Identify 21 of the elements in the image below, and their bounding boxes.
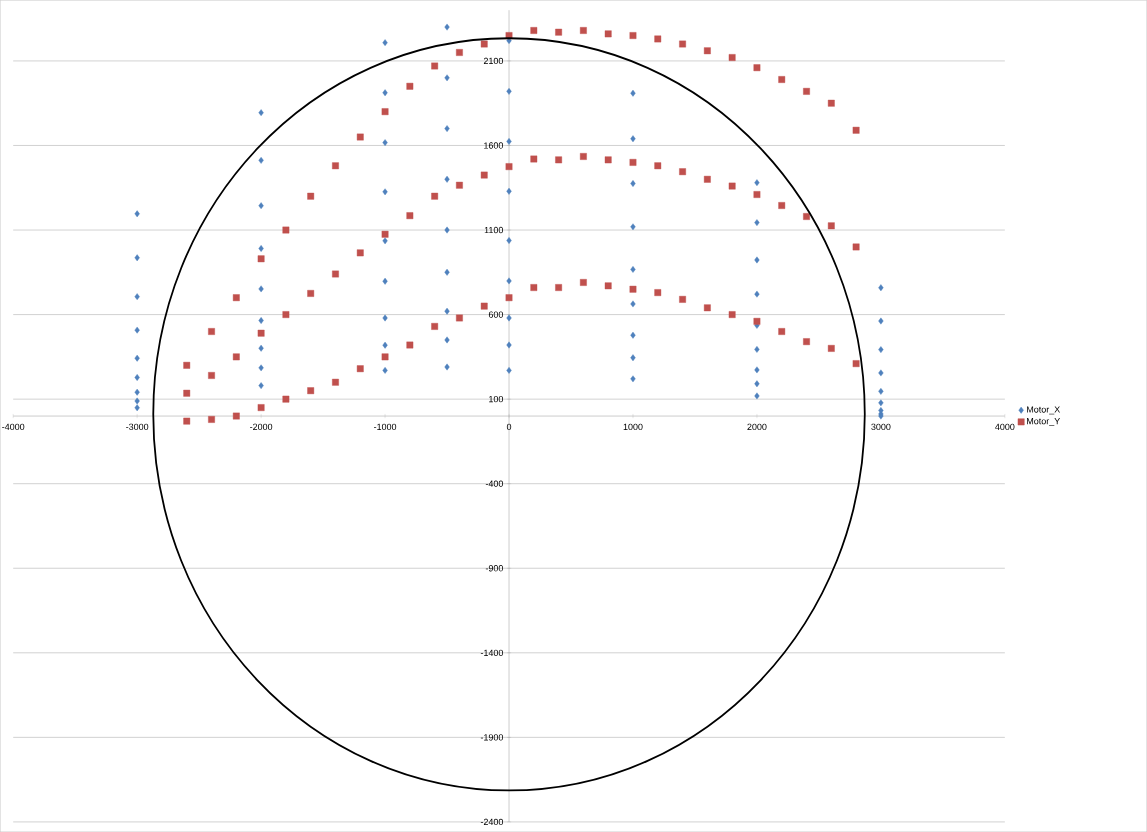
y-tick-label: -1900	[480, 734, 504, 741]
y-tick-label: -1400	[480, 649, 504, 656]
y-tick-label: 2100	[483, 57, 504, 65]
x-tick-label: 0	[506, 423, 512, 430]
legend-label: Motor_X	[1027, 406, 1061, 415]
y-tick-label: 600	[488, 311, 504, 318]
x-tick-label: -1000	[374, 423, 397, 430]
x-tick-label: 4000	[995, 423, 1015, 430]
y-tick-label: 100	[489, 395, 504, 403]
x-tick-label: 1000	[623, 423, 643, 430]
x-tick-label: -3000	[126, 423, 149, 430]
x-tick-label: -2000	[250, 423, 273, 430]
x-tick-label: 3000	[871, 423, 891, 430]
y-tick-label: -2400	[480, 818, 504, 826]
x-tick-label: -4000	[2, 423, 25, 430]
x-tick-label: 2000	[747, 423, 767, 430]
y-tick-label: -900	[485, 565, 504, 572]
y-tick-label: -400	[485, 480, 504, 487]
legend-label: Motor_Y	[1027, 418, 1060, 426]
y-tick-label: 1600	[484, 142, 504, 149]
y-tick-label: 1100	[484, 226, 504, 234]
